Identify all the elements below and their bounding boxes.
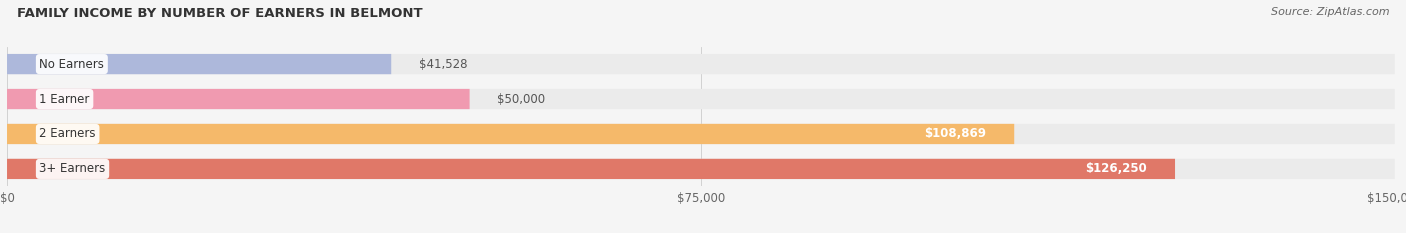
Text: 1 Earner: 1 Earner [39, 93, 90, 106]
Text: 2 Earners: 2 Earners [39, 127, 96, 140]
FancyBboxPatch shape [7, 54, 391, 74]
Text: $108,869: $108,869 [925, 127, 987, 140]
FancyBboxPatch shape [7, 124, 1395, 144]
Text: $41,528: $41,528 [419, 58, 467, 71]
FancyBboxPatch shape [7, 159, 1395, 179]
FancyBboxPatch shape [7, 124, 1014, 144]
FancyBboxPatch shape [7, 159, 1175, 179]
Text: No Earners: No Earners [39, 58, 104, 71]
FancyBboxPatch shape [7, 89, 1395, 109]
Text: $50,000: $50,000 [498, 93, 546, 106]
Text: 3+ Earners: 3+ Earners [39, 162, 105, 175]
Text: Source: ZipAtlas.com: Source: ZipAtlas.com [1271, 7, 1389, 17]
Text: FAMILY INCOME BY NUMBER OF EARNERS IN BELMONT: FAMILY INCOME BY NUMBER OF EARNERS IN BE… [17, 7, 422, 20]
FancyBboxPatch shape [7, 54, 1395, 74]
FancyBboxPatch shape [7, 89, 470, 109]
Text: $126,250: $126,250 [1085, 162, 1147, 175]
